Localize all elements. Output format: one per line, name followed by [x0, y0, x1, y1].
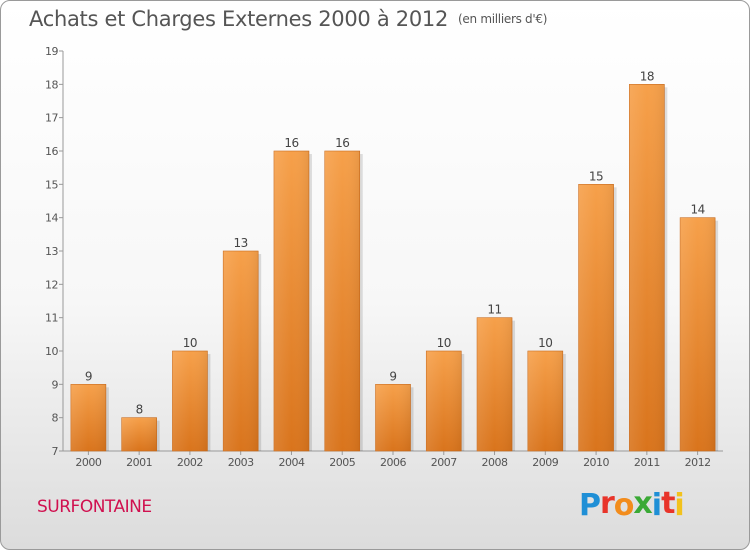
data-labels: 9 8 10 13 16 16 9 10 11 10 15 18 14: [85, 69, 705, 416]
data-label-2009: 10: [538, 336, 552, 350]
data-label-2002: 10: [183, 336, 197, 350]
y-tick-label: 12: [45, 278, 58, 291]
logo-letter: o: [613, 488, 635, 523]
data-label-2010: 15: [589, 169, 603, 183]
data-label-2003: 13: [234, 236, 248, 250]
bar-shine: [477, 317, 513, 451]
x-tick-label-2007: 2007: [431, 456, 457, 469]
x-tick-label-2002: 2002: [177, 456, 203, 469]
y-tick-label: 17: [45, 112, 58, 125]
bar-shine: [223, 251, 259, 451]
bar-shine: [426, 351, 462, 451]
logo-letter: x: [633, 486, 652, 521]
bar-shine: [273, 151, 309, 451]
logo-letter: i: [674, 488, 684, 523]
bar-shine: [324, 151, 360, 451]
data-label-2001: 8: [136, 403, 143, 417]
x-tick-label-2009: 2009: [532, 456, 558, 469]
data-label-2000: 9: [85, 369, 92, 383]
commune-name: SURFONTAINE: [37, 497, 152, 517]
data-label-2012: 14: [690, 203, 704, 217]
data-label-2011: 18: [640, 69, 654, 83]
x-tick-label-2012: 2012: [685, 456, 711, 469]
bar-shine: [578, 184, 614, 452]
chart-title: Achats et Charges Externes 2000 à 2012 (e…: [29, 7, 547, 31]
data-label-2007: 10: [437, 336, 451, 350]
proxiti-logo: Proxiti: [579, 486, 685, 523]
x-tick-label-2000: 2000: [75, 456, 101, 469]
y-tick-label: 11: [45, 312, 58, 325]
bar-shine: [121, 417, 157, 451]
bar-shine: [629, 84, 665, 451]
y-tick-label: 9: [52, 378, 59, 391]
logo-letter: t: [661, 486, 675, 521]
data-label-2008: 11: [487, 303, 501, 317]
x-tick-label-2004: 2004: [278, 456, 304, 469]
y-tick-label: 10: [45, 345, 58, 358]
y-tick-label: 14: [45, 212, 58, 225]
data-label-2004: 16: [284, 136, 298, 150]
x-tick-label-2005: 2005: [329, 456, 355, 469]
y-tick-label: 16: [45, 145, 58, 158]
x-tick-label-2001: 2001: [126, 456, 152, 469]
data-label-2006: 9: [389, 369, 396, 383]
logo-letter: P: [579, 488, 601, 523]
x-tick-label-2010: 2010: [583, 456, 609, 469]
x-tick-label-2003: 2003: [228, 456, 254, 469]
chart-title-text: Achats et Charges Externes 2000 à 2012: [29, 7, 449, 31]
bars: [70, 84, 719, 452]
bar-shine: [375, 384, 411, 451]
y-tick-label: 18: [45, 78, 58, 91]
x-tick-label-2006: 2006: [380, 456, 406, 469]
bar-shine: [680, 217, 716, 451]
y-tick-label: 7: [52, 445, 59, 458]
y-tick-label: 8: [52, 412, 59, 425]
bar-shine: [70, 384, 106, 451]
x-tick-label-2011: 2011: [634, 456, 660, 469]
x-tick-label-2008: 2008: [482, 456, 508, 469]
y-tick-label: 19: [45, 45, 58, 58]
bar-shine: [172, 351, 208, 451]
axes: 7 8 9 10 11 12 13 14 15 16 17 18 19 2000 2001 2002 2003 2…: [45, 45, 723, 469]
y-tick-label: 15: [45, 178, 58, 191]
logo-letter: i: [651, 488, 662, 523]
bar-shine: [527, 351, 563, 451]
logo-letter: r: [600, 486, 615, 521]
chart-subtitle: (en milliers d'€): [458, 12, 548, 26]
data-label-2005: 16: [335, 136, 349, 150]
y-tick-label: 13: [45, 245, 58, 258]
